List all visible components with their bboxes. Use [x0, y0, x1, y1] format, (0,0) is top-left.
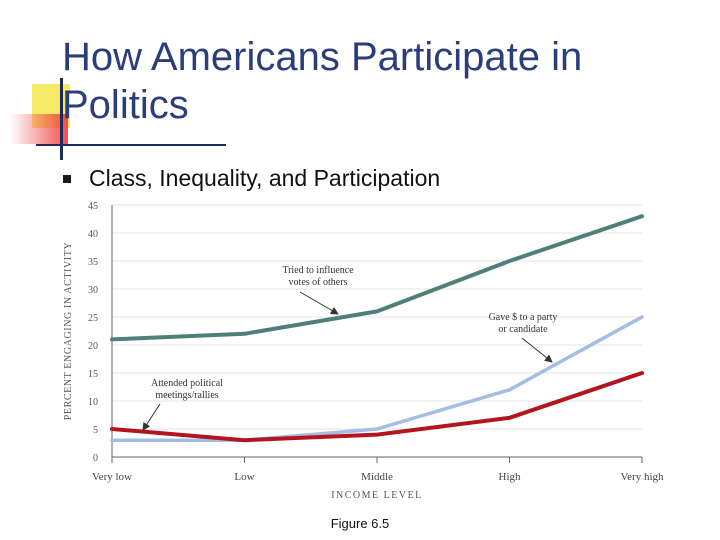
annotation-arrow: [521, 337, 553, 363]
y-tick-label: 10: [88, 397, 98, 408]
series-line: [110, 315, 644, 442]
y-tick-label: 0: [93, 453, 98, 464]
y-tick-label: 40: [88, 229, 98, 240]
x-axis-title: INCOME LEVEL: [331, 490, 423, 501]
x-tick-label: Middle: [361, 471, 393, 483]
x-tick-label: Very low: [92, 471, 132, 483]
y-axis-title: PERCENT ENGAGING IN ACTIVITY: [63, 242, 74, 421]
x-tick-label: Low: [234, 471, 254, 483]
bullet-marker-icon: [63, 175, 71, 183]
bullet-text: Class, Inequality, and Participation: [89, 165, 441, 191]
y-tick-label: 5: [93, 425, 98, 436]
annotation-label: or candidate: [498, 324, 548, 335]
annotation-label: Gave $ to a party: [489, 312, 558, 323]
slide-title: How Americans Participate in Politics: [62, 35, 583, 127]
annotation-arrow: [142, 403, 161, 431]
series-line: [110, 214, 644, 342]
decorative-vertical-line: [60, 78, 63, 160]
y-tick-label: 15: [88, 369, 98, 380]
y-tick-label: 35: [88, 257, 98, 268]
decorative-horizontal-line: [36, 144, 226, 146]
annotation-label: meetings/rallies: [155, 390, 218, 401]
series-line: [110, 371, 644, 443]
annotation-arrow: [299, 291, 339, 315]
y-tick-label: 45: [88, 201, 98, 212]
annotation-label: Tried to influence: [282, 265, 354, 276]
x-tick-label: Very high: [620, 471, 664, 483]
annotation-label: Attended political: [151, 378, 223, 389]
decorative-red-bar: [10, 114, 68, 144]
y-tick-label: 25: [88, 313, 98, 324]
x-tick-label: High: [499, 471, 522, 483]
y-tick-label: 30: [88, 285, 98, 296]
figure-caption: Figure 6.5: [330, 516, 390, 531]
annotation-label: votes of others: [289, 277, 348, 288]
y-tick-label: 20: [88, 341, 98, 352]
